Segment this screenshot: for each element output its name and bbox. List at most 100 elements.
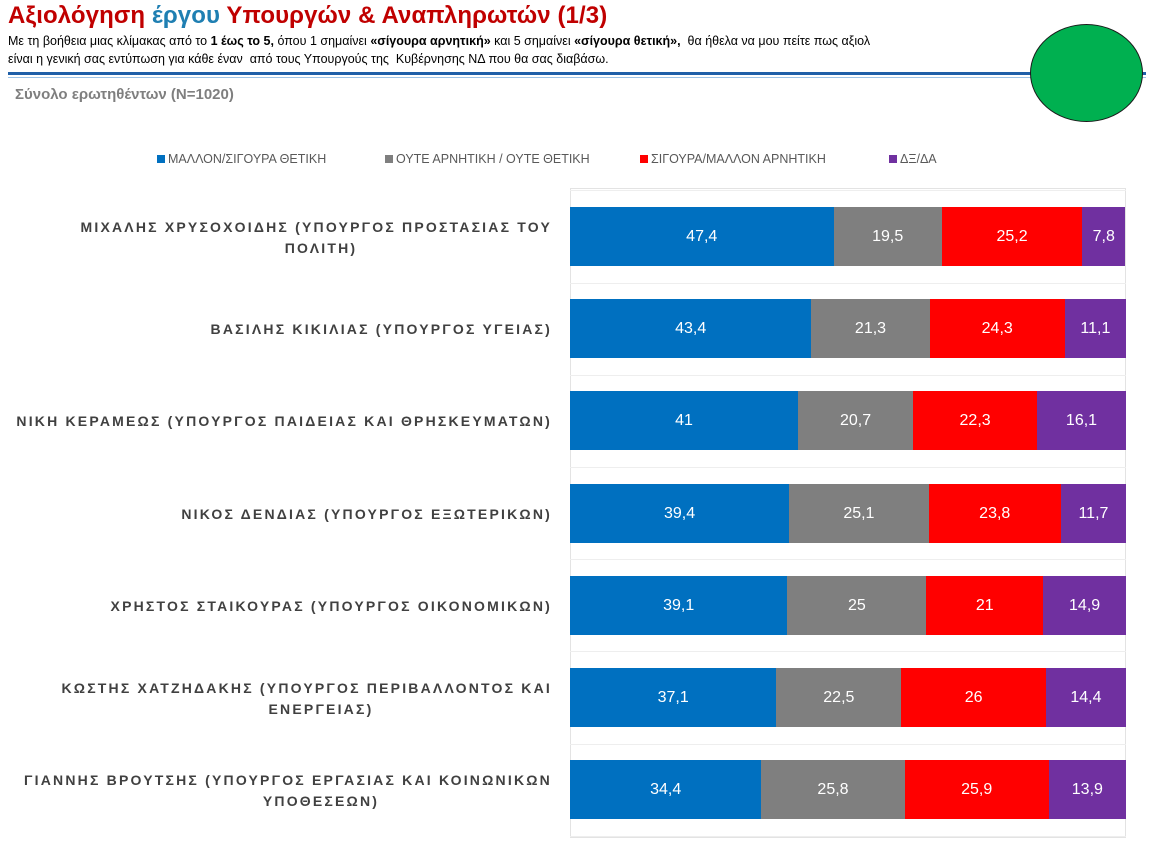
category-label: ΓΙΑΝΝΗΣ ΒΡΟΥΤΣΗΣ (ΥΠΟΥΡΓΟΣ ΕΡΓΑΣΙΑΣ ΚΑΙ …: [0, 770, 552, 812]
question-text-e: και 5 σημαίνει: [490, 34, 575, 48]
category-label: ΚΩΣΤΗΣ ΧΑΤΖΗΔΑΚΗΣ (ΥΠΟΥΡΓΟΣ ΠΕΡΙΒΑΛΛΟΝΤΟ…: [0, 678, 552, 720]
data-label: 24,3: [981, 319, 1013, 337]
chart-legend: ΜΑΛΛΟΝ/ΣΙΓΟΥΡΑ ΘΕΤΙΚΗ ΟΥΤΕ ΑΡΝΗΤΙΚΗ / ΟΥ…: [0, 152, 1166, 170]
bar-segment: 25,2: [942, 207, 1083, 266]
bar-segment: 7,8: [1082, 207, 1126, 266]
question-text-b: 1 έως το 5,: [210, 34, 274, 48]
legend-label-negative: ΣΙΓΟΥΡΑ/ΜΑΛΛΟΝ ΑΡΝΗΤΙΚΗ: [651, 152, 826, 166]
legend-label-neutral: ΟΥΤΕ ΑΡΝΗΤΙΚΗ / ΟΥΤΕ ΘΕΤΙΚΗ: [396, 152, 590, 166]
legend-swatch-neutral: [385, 155, 393, 163]
bar-segment: 25: [787, 576, 927, 635]
data-label: 25,8: [817, 780, 849, 798]
category-label-line: ΓΙΑΝΝΗΣ ΒΡΟΥΤΣΗΣ (ΥΠΟΥΡΓΟΣ ΕΡΓΑΣΙΑΣ ΚΑΙ …: [24, 772, 552, 788]
gridline: [570, 467, 1126, 468]
bar-segment: 16,1: [1037, 391, 1126, 450]
data-label: 22,3: [959, 411, 991, 429]
bar-segment: 34,4: [570, 760, 762, 819]
data-label: 43,4: [675, 319, 707, 337]
bar-segment: 25,9: [904, 760, 1049, 819]
data-label: 25: [847, 596, 866, 614]
bar-segment: 24,3: [929, 299, 1065, 358]
gridline: [570, 283, 1126, 284]
data-label: 14,9: [1069, 596, 1101, 614]
data-label: 39,4: [663, 504, 696, 522]
question-text-c: όπου 1 σημαίνει: [273, 34, 371, 48]
question-text-g: θα ήθελα να μου πείτε πως αξιολ: [680, 34, 871, 48]
legend-label-dkna: ΔΞ/ΔΑ: [900, 152, 937, 166]
bar-segment: 13,9: [1048, 760, 1126, 819]
bar-segment: 19,5: [833, 207, 942, 266]
category-label: ΧΡΗΣΤΟΣ ΣΤΑΙΚΟΥΡΑΣ (ΥΠΟΥΡΓΟΣ ΟΙΚΟΝΟΜΙΚΩΝ…: [0, 596, 552, 617]
data-label: 11,1: [1080, 319, 1111, 337]
data-label: 26: [964, 688, 983, 706]
data-label: 23,8: [979, 504, 1011, 522]
category-label-line: ΝΙΚΗ ΚΕΡΑΜΕΩΣ (ΥΠΟΥΡΓΟΣ ΠΑΙΔΕΙΑΣ ΚΑΙ ΘΡΗ…: [16, 413, 552, 429]
legend-item-positive: ΜΑΛΛΟΝ/ΣΙΓΟΥΡΑ ΘΕΤΙΚΗ: [157, 152, 326, 166]
category-label: ΝΙΚΗ ΚΕΡΑΜΕΩΣ (ΥΠΟΥΡΓΟΣ ΠΑΙΔΕΙΑΣ ΚΑΙ ΘΡΗ…: [0, 411, 552, 432]
data-label: 47,4: [686, 227, 718, 245]
category-label-line: ΒΑΣΙΛΗΣ ΚΙΚΙΛΙΑΣ (ΥΠΟΥΡΓΟΣ ΥΓΕΙΑΣ): [210, 321, 552, 337]
data-label: 19,5: [872, 227, 904, 245]
title-part-1: Αξιολόγηση: [8, 2, 152, 29]
green-circle-badge: [1030, 24, 1143, 122]
sample-size-label: Σύνολο ερωτηθέντων (Ν=1020): [15, 86, 234, 103]
data-label: 25,9: [961, 780, 993, 798]
bar-segment: 39,4: [570, 484, 790, 543]
data-label: 7,8: [1092, 227, 1115, 245]
data-label: 11,7: [1078, 504, 1109, 522]
data-label: 21: [975, 596, 994, 614]
bar-segment: 21: [926, 576, 1044, 635]
category-label-line: ΜΙΧΑΛΗΣ ΧΡΥΣΟΧΟΙΔΗΣ (ΥΠΟΥΡΓΟΣ ΠΡΟΣΤΑΣΙΑΣ…: [80, 219, 552, 235]
header-rule: [8, 72, 1146, 75]
bar-segment: 23,8: [928, 484, 1061, 543]
data-label: 25,2: [996, 227, 1028, 245]
question-line-1: Με τη βοήθεια μιας κλίμακας από το 1 έως…: [8, 32, 1158, 50]
question-text: Με τη βοήθεια μιας κλίμακας από το 1 έως…: [8, 32, 1158, 68]
category-label-line: ΝΙΚΟΣ ΔΕΝΔΙΑΣ (ΥΠΟΥΡΓΟΣ ΕΞΩΤΕΡΙΚΩΝ): [181, 506, 552, 522]
data-label: 25,1: [843, 504, 875, 522]
bar-segment: 11,1: [1064, 299, 1126, 358]
bar-segment: 26: [901, 668, 1046, 727]
question-text-a: Με τη βοήθεια μιας κλίμακας από το: [8, 34, 211, 48]
title-part-2: έργου: [151, 2, 221, 29]
bar-segment: 25,8: [761, 760, 905, 819]
title-part-3: Υπουργών & Αναπληρωτών (1/3): [220, 2, 608, 29]
bar-segment: 21,3: [811, 299, 930, 358]
data-label: 21,3: [854, 319, 887, 337]
data-label: 16,1: [1065, 411, 1098, 429]
legend-item-dkna: ΔΞ/ΔΑ: [889, 152, 937, 166]
question-line-2: είναι η γενική σας εντύπωση για κάθε ένα…: [8, 52, 609, 66]
data-label: 39,1: [663, 596, 695, 614]
data-label: 37,1: [657, 688, 689, 706]
bar-segment: 39,1: [570, 576, 788, 635]
category-label: ΒΑΣΙΛΗΣ ΚΙΚΙΛΙΑΣ (ΥΠΟΥΡΓΟΣ ΥΓΕΙΑΣ): [0, 319, 552, 340]
gridline: [570, 744, 1126, 745]
category-label-line: ΥΠΟΘΕΣΕΩΝ): [262, 793, 380, 809]
legend-item-neutral: ΟΥΤΕ ΑΡΝΗΤΙΚΗ / ΟΥΤΕ ΘΕΤΙΚΗ: [385, 152, 590, 166]
gridline: [570, 836, 1126, 837]
gridline: [570, 559, 1126, 560]
category-label-line: ΠΟΛΙΤΗ): [284, 240, 358, 256]
header-rule-thin: [8, 77, 1146, 78]
question-text-d: «σίγουρα αρνητική»: [370, 34, 491, 48]
data-label: 13,9: [1071, 780, 1103, 798]
bar-segment: 41: [570, 391, 798, 450]
gridline: [570, 375, 1126, 376]
gridline: [570, 651, 1126, 652]
legend-swatch-dkna: [889, 155, 897, 163]
legend-item-negative: ΣΙΓΟΥΡΑ/ΜΑΛΛΟΝ ΑΡΝΗΤΙΚΗ: [640, 152, 826, 166]
bar-segment: 22,3: [913, 391, 1038, 450]
bar-segment: 14,9: [1043, 576, 1126, 635]
bar-segment: 11,7: [1060, 484, 1126, 543]
category-label: ΜΙΧΑΛΗΣ ΧΡΥΣΟΧΟΙΔΗΣ (ΥΠΟΥΡΓΟΣ ΠΡΟΣΤΑΣΙΑΣ…: [0, 217, 552, 259]
data-label: 14,4: [1070, 688, 1102, 706]
bar-segment: 47,4: [570, 207, 834, 266]
gridline: [570, 190, 1126, 191]
bar-segment: 14,4: [1045, 668, 1126, 727]
legend-swatch-negative: [640, 155, 648, 163]
category-label-line: ΚΩΣΤΗΣ ΧΑΤΖΗΔΑΚΗΣ (ΥΠΟΥΡΓΟΣ ΠΕΡΙΒΑΛΛΟΝΤΟ…: [61, 680, 552, 696]
bar-segment: 43,4: [570, 299, 812, 358]
legend-label-positive: ΜΑΛΛΟΝ/ΣΙΓΟΥΡΑ ΘΕΤΙΚΗ: [168, 152, 327, 166]
bar-segment: 20,7: [798, 391, 914, 450]
bar-segment: 25,1: [789, 484, 929, 543]
